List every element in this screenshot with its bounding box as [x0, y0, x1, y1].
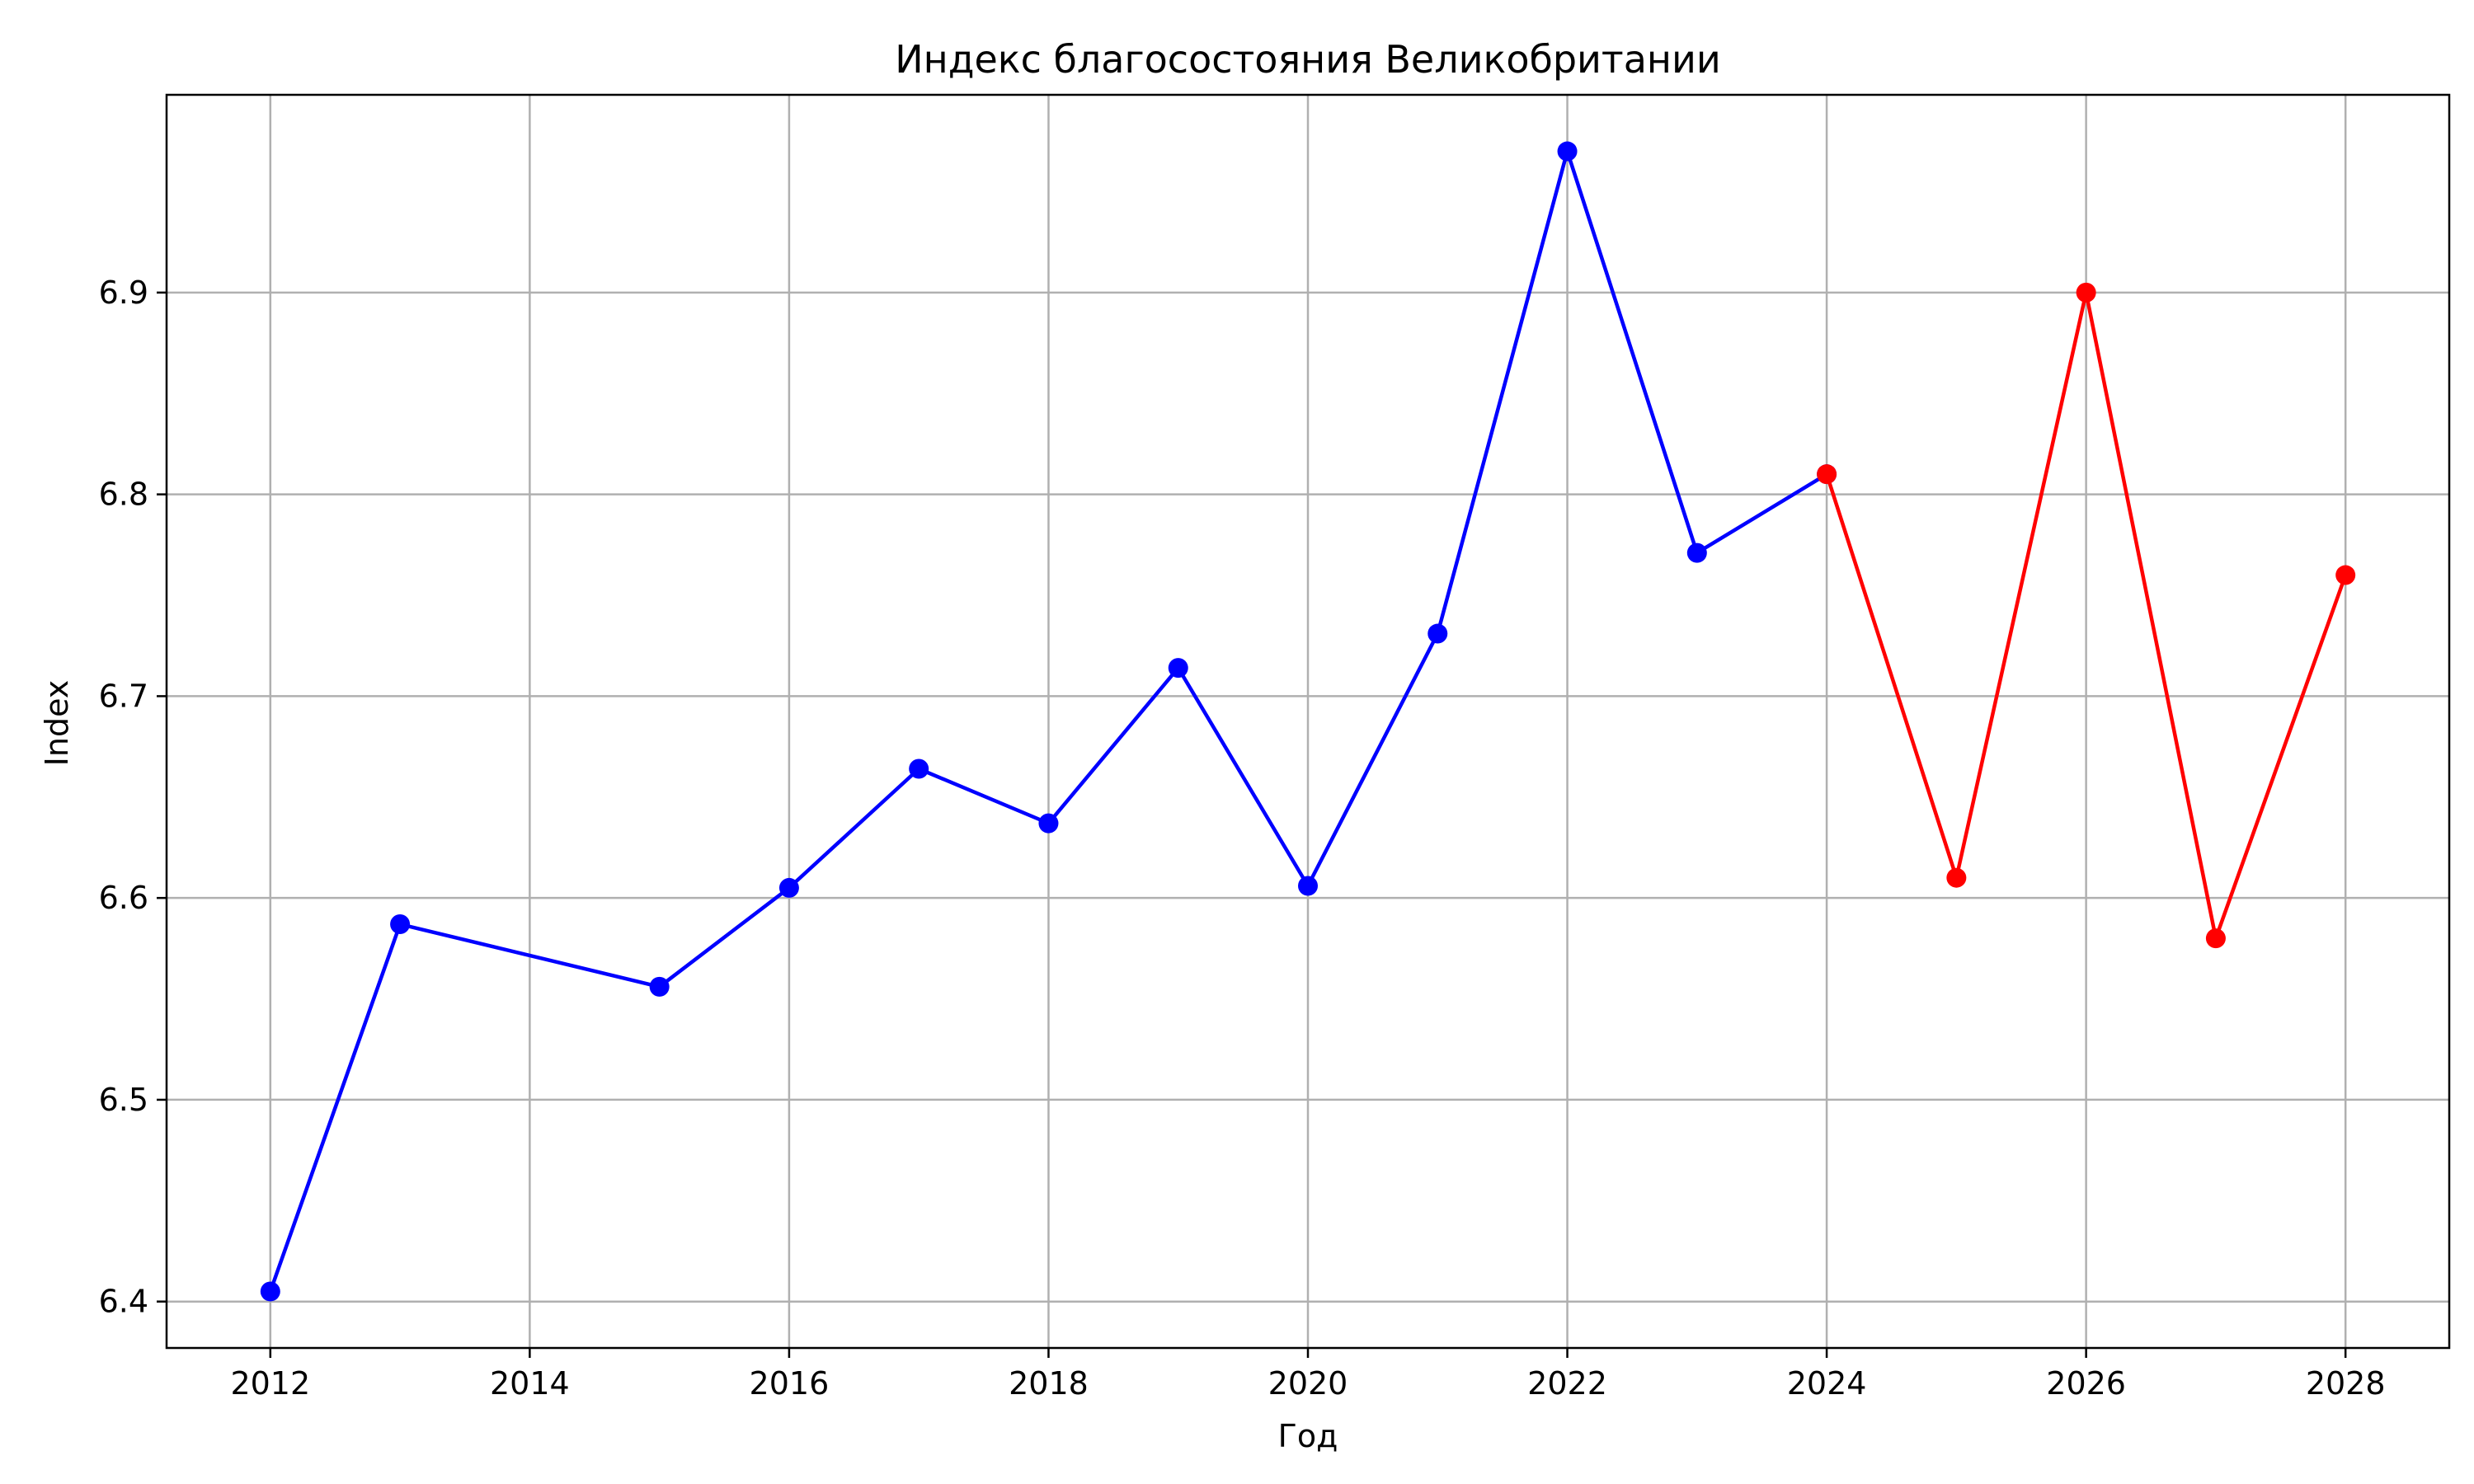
series-0-point	[1298, 876, 1318, 896]
x-tick-label: 2020	[1268, 1365, 1348, 1402]
x-tick-label: 2016	[750, 1365, 830, 1402]
x-axis: 2012 2014 2016 2018 2020 2022 2024 2026 2028	[230, 1348, 2386, 1402]
series-1-point	[1946, 867, 1967, 888]
y-tick-label: 6.8	[99, 477, 148, 513]
y-tick-label: 6.6	[99, 880, 148, 916]
chart-title: Индекс благосостояния Великобритании	[895, 37, 1721, 82]
series-1-point	[2335, 565, 2356, 585]
series-0-point	[1427, 623, 1448, 644]
series-1-point	[2076, 282, 2096, 303]
series-1-point	[1817, 464, 1837, 485]
series-layer	[260, 141, 2356, 1302]
y-tick-label: 6.4	[99, 1284, 148, 1320]
series-0-point	[1038, 813, 1059, 834]
y-axis: 6.4 6.5 6.6 6.7 6.8 6.9	[99, 275, 167, 1320]
series-0-line	[268, 149, 1828, 1293]
y-axis-label: Index	[39, 680, 75, 767]
series-1-point	[2205, 928, 2226, 949]
series-0-point	[778, 877, 799, 898]
x-tick-label: 2024	[1787, 1365, 1867, 1402]
x-axis-label: Год	[1278, 1418, 1338, 1454]
x-tick-label: 2022	[1527, 1365, 1607, 1402]
x-tick-label: 2012	[230, 1365, 310, 1402]
grid-lines	[167, 95, 2449, 1348]
series-0-point	[1168, 658, 1188, 679]
y-tick-label: 6.7	[99, 678, 148, 714]
x-tick-label: 2014	[490, 1365, 570, 1402]
y-tick-label: 6.5	[99, 1082, 148, 1118]
x-tick-label: 2018	[1009, 1365, 1089, 1402]
series-0-point	[1557, 141, 1578, 162]
series-0-point	[649, 976, 670, 997]
x-tick-label: 2028	[2306, 1365, 2386, 1402]
series-0-point	[909, 758, 929, 779]
x-tick-label: 2026	[2046, 1365, 2126, 1402]
series-0-point	[260, 1281, 280, 1302]
y-tick-label: 6.9	[99, 275, 148, 311]
series-0-point	[1686, 542, 1707, 563]
series-0-point	[390, 913, 411, 934]
